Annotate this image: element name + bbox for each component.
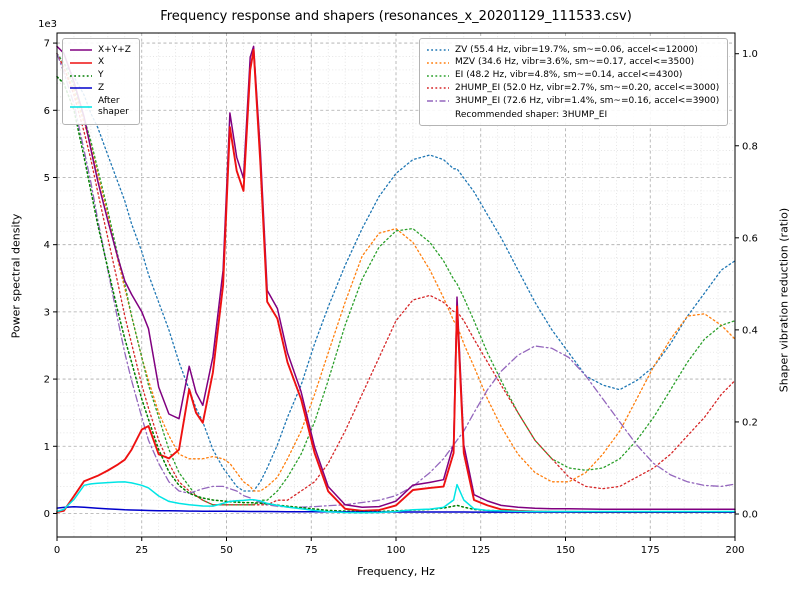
y-left-tick-label: 6 [44, 106, 50, 117]
legend-item-label: X [98, 57, 105, 68]
legend-line-sample-icon [70, 87, 92, 90]
legend-item-mzv: MZV (34.6 Hz, vibr=3.6%, sm~=0.17, accel… [426, 57, 719, 68]
legend-item-label: ZV (55.4 Hz, vibr=19.7%, sm~=0.06, accel… [455, 44, 698, 55]
legend-item-y: Y [69, 70, 131, 81]
legend-line-sample-icon [427, 100, 449, 102]
y-right-tick-label: 0.8 [742, 141, 758, 152]
x-tick-label: 0 [54, 545, 60, 556]
x-tick-label: 200 [725, 545, 744, 556]
y-left-tick-label: 4 [44, 240, 50, 251]
legend-item-label: 2HUMP_EI (52.0 Hz, vibr=2.7%, sm~=0.20, … [455, 82, 720, 93]
y-right-tick-label: 0.2 [742, 417, 758, 428]
legend-item-label: EI (48.2 Hz, vibr=4.8%, sm~=0.14, accel<… [455, 70, 683, 80]
legend-item-2hump-ei: 2HUMP_EI (52.0 Hz, vibr=2.7%, sm~=0.20, … [426, 83, 719, 94]
y-left-tick-label: 3 [44, 307, 50, 318]
legend-item-zv: ZV (55.4 Hz, vibr=19.7%, sm~=0.06, accel… [426, 45, 719, 56]
axes: 0 25 50 75 100 125 150 175 200 0 1 2 3 4 5 6 7 0.0 0.2 0.4 0… [38, 19, 758, 556]
legend-item-label: 3HUMP_EI (72.6 Hz, vibr=1.4%, sm~=0.16, … [455, 95, 720, 106]
shaper-legend: ZV (55.4 Hz, vibr=19.7%, sm~=0.06, accel… [419, 38, 729, 126]
series-after-shaper [56, 481, 736, 514]
legend-line-sample-icon [427, 62, 449, 64]
legend-line-sample-icon [427, 87, 449, 90]
series-mzv [56, 53, 736, 492]
x-tick-label: 50 [220, 545, 233, 556]
y-left-tick-label: 7 [44, 39, 50, 50]
y-right-tick-label: 1.0 [742, 49, 758, 60]
x-tick-label: 150 [556, 545, 575, 556]
recommended-shaper-note: Recommended shaper: 3HUMP_EI [455, 109, 608, 120]
legend-item-3hump-ei: 3HUMP_EI (72.6 Hz, vibr=1.4%, sm~=0.16, … [426, 96, 719, 107]
y-left-tick-label: 5 [44, 173, 50, 184]
legend-item-sum: X+Y+Z [69, 45, 131, 56]
legend-line-sample-icon [427, 49, 449, 51]
legend-item-label: Y [98, 70, 104, 80]
legend-line-sample-icon [70, 74, 92, 77]
y-right-tick-label: 0.6 [742, 233, 758, 244]
y-left-tick-label: 0 [44, 509, 50, 520]
chart-title: Frequency response and shapers (resonanc… [160, 9, 632, 24]
left-axis-multiplier: 1e3 [38, 19, 57, 30]
legend-item-label: Z [98, 82, 105, 93]
series-lines [56, 45, 736, 514]
legend-item-x: X [69, 57, 131, 68]
series-sum [56, 45, 736, 511]
x-tick-label: 75 [305, 545, 318, 556]
legend-item-after-shaper: After shaper [69, 96, 131, 119]
legend-item-label: After shaper [98, 95, 129, 117]
y-left-tick-label: 1 [44, 442, 50, 453]
legend-line-sample-icon [427, 74, 449, 77]
legend-line-sample-icon [70, 62, 92, 64]
minor-grid [57, 33, 735, 537]
x-tick-label: 25 [135, 545, 148, 556]
y-left-tick-label: 2 [44, 375, 50, 386]
x-axis-label: Frequency, Hz [357, 565, 435, 578]
left-axis-label: Power spectral density [9, 213, 23, 339]
legend-line-sample-icon [70, 49, 92, 51]
series-y [56, 75, 736, 513]
y-right-tick-label: 0.0 [742, 509, 758, 520]
series-zv [56, 53, 736, 492]
legend-item-label: X+Y+Z [98, 44, 131, 55]
series-2hump-ei [56, 53, 736, 506]
psd-legend: X+Y+Z X Y Z After shaper [62, 38, 140, 125]
series-ei [56, 53, 736, 506]
legend-line-sample-icon [70, 105, 92, 108]
right-axis-label: Shaper vibration reduction (ratio) [777, 207, 791, 393]
y-right-tick-label: 0.4 [742, 325, 758, 336]
legend-item-ei: EI (48.2 Hz, vibr=4.8%, sm~=0.14, accel<… [426, 70, 719, 81]
x-tick-label: 125 [471, 545, 490, 556]
legend-item-z: Z [69, 83, 131, 94]
legend-item-label: MZV (34.6 Hz, vibr=3.6%, sm~=0.17, accel… [455, 57, 695, 68]
x-tick-label: 175 [641, 545, 660, 556]
x-tick-label: 100 [386, 545, 405, 556]
